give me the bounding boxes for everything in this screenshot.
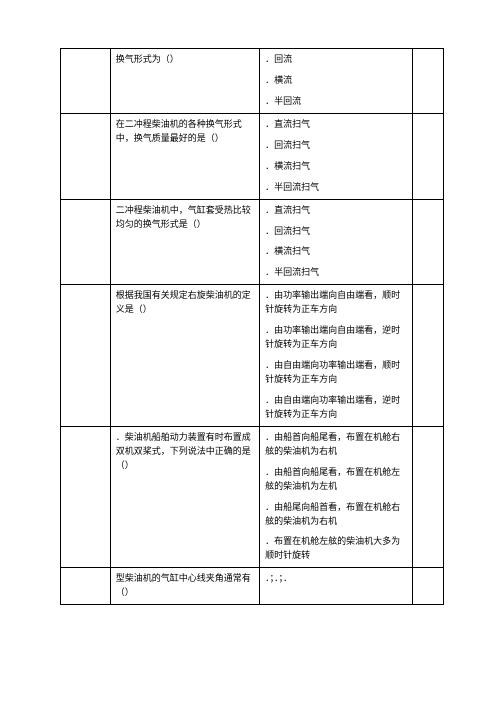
option-text: ．直流扫气	[265, 118, 407, 132]
option-text: ．横流	[265, 74, 407, 88]
col-question: 换气形式为（）	[110, 49, 259, 114]
col-question: 根据我国有关规定右旋柴油机的定义是（）	[110, 285, 259, 427]
option-text: ．回流	[265, 53, 407, 67]
option-text: ．由功率输出端向自由端看，顺时针旋转为正车方向	[265, 289, 407, 317]
col-index	[61, 426, 111, 568]
option-text: ．由船首向船尾看，布置在机舱左舷的柴油机为左机	[265, 466, 407, 494]
table-row: 型柴油机的气缸中心线夹角通常有（） ．；．；．	[61, 568, 444, 605]
col-question: 型柴油机的气缸中心线夹角通常有（）	[110, 568, 259, 605]
table-row: 换气形式为（） ．回流 ．横流 ．半回流	[61, 49, 444, 114]
col-index	[61, 199, 111, 285]
col-options: ．；．；．	[260, 568, 413, 605]
col-options: ．直流扫气 ．回流扫气 ．横流扫气 ．半回流扫气	[260, 113, 413, 199]
table-row: 二冲程柴油机中，气缸套受热比较均匀的换气形式是（） ．直流扫气 ．回流扫气 ．横流扫气…	[61, 199, 444, 285]
col-options: ．直流扫气 ．回流扫气 ．横流扫气 ．半回流扫气	[260, 199, 413, 285]
option-text: ．横流扫气	[265, 160, 407, 174]
table-row: 根据我国有关规定右旋柴油机的定义是（）．由功率输出端向自由端看，顺时针旋转为正车…	[61, 285, 444, 427]
option-text: ．由船首向船尾看，布置在机舱右舷的柴油机为右机	[265, 431, 407, 459]
exam-table: 换气形式为（）．回流．横流．半回流在二冲程柴油机的各种换气形式中，换气质量最好的…	[60, 48, 444, 605]
option-text: ．由自由端向功率输出端看，逆时针旋转为正车方向	[265, 394, 407, 422]
option-text: ．由自由端向功率输出端看，顺时针旋转为正车方向	[265, 359, 407, 387]
col-answer	[413, 568, 444, 605]
option-text: ．半回流扫气	[265, 181, 407, 195]
col-answer	[413, 426, 444, 568]
col-answer	[413, 49, 444, 114]
option-text: ．回流扫气	[265, 225, 407, 239]
table-row: 在二冲程柴油机的各种换气形式中，换气质量最好的是（） ．直流扫气 ．回流扫气 ．横流扫…	[61, 113, 444, 199]
col-index	[61, 113, 111, 199]
option-text: ．布置在机舱左舷的柴油机大多为顺时针旋转	[265, 535, 407, 563]
col-question: 二冲程柴油机中，气缸套受热比较均匀的换气形式是（）	[110, 199, 259, 285]
option-text: ．由功率输出端向自由端看，逆时针旋转为正车方向	[265, 324, 407, 352]
col-answer	[413, 285, 444, 427]
option-text: ．回流扫气	[265, 139, 407, 153]
table-row: ．柴油机船舶动力装置有时布置成双机双桨式，下列说法中正确的是（）．由船首向船尾看…	[61, 426, 444, 568]
col-index	[61, 49, 111, 114]
col-question: 在二冲程柴油机的各种换气形式中，换气质量最好的是（）	[110, 113, 259, 199]
table-body: 换气形式为（）．回流．横流．半回流在二冲程柴油机的各种换气形式中，换气质量最好的…	[61, 49, 444, 605]
col-question: ．柴油机船舶动力装置有时布置成双机双桨式，下列说法中正确的是（）	[110, 426, 259, 568]
option-text: ．横流扫气	[265, 245, 407, 259]
col-options: ．由船首向船尾看，布置在机舱右舷的柴油机为右机 ．由船首向船尾看，布置在机舱左舷的…	[260, 426, 413, 568]
option-text: ．直流扫气	[265, 204, 407, 218]
col-index	[61, 568, 111, 605]
option-text: ．半回流扫气	[265, 266, 407, 280]
col-index	[61, 285, 111, 427]
col-options: ．由功率输出端向自由端看，顺时针旋转为正车方向 ．由功率输出端向自由端看，逆时针旋…	[260, 285, 413, 427]
col-options: ．回流 ．横流 ．半回流	[260, 49, 413, 114]
col-answer	[413, 113, 444, 199]
option-text: ．；．；．	[265, 572, 407, 586]
col-answer	[413, 199, 444, 285]
option-text: ．由船尾向船首看，布置在机舱右舷的柴油机为右机	[265, 501, 407, 529]
option-text: ．半回流	[265, 95, 407, 109]
